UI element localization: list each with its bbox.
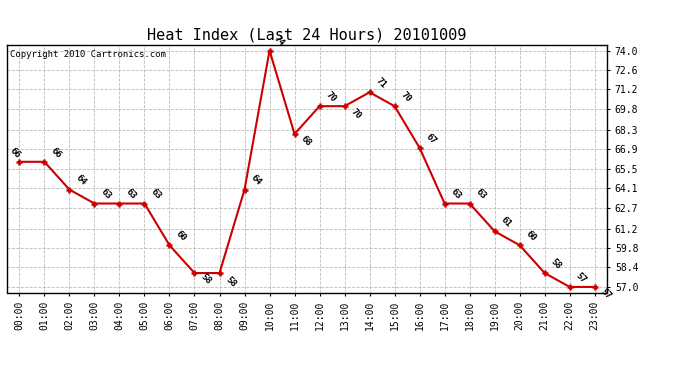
Text: 70: 70 xyxy=(348,107,363,121)
Text: 66: 66 xyxy=(48,146,63,160)
Text: 58: 58 xyxy=(549,257,563,271)
Text: 57: 57 xyxy=(599,288,613,302)
Text: 63: 63 xyxy=(124,188,137,201)
Text: 58: 58 xyxy=(224,275,237,289)
Text: 70: 70 xyxy=(399,90,413,104)
Text: 63: 63 xyxy=(148,188,163,201)
Text: 61: 61 xyxy=(499,215,513,229)
Text: 68: 68 xyxy=(299,135,313,148)
Text: 58: 58 xyxy=(199,272,213,286)
Text: 63: 63 xyxy=(448,188,463,201)
Text: 66: 66 xyxy=(8,146,22,160)
Text: 63: 63 xyxy=(474,188,488,201)
Text: 60: 60 xyxy=(174,229,188,243)
Text: 64: 64 xyxy=(248,174,263,188)
Text: 71: 71 xyxy=(374,76,388,90)
Text: 60: 60 xyxy=(524,229,538,243)
Text: 70: 70 xyxy=(324,90,337,104)
Text: 64: 64 xyxy=(74,174,88,188)
Text: Copyright 2010 Cartronics.com: Copyright 2010 Cartronics.com xyxy=(10,50,166,59)
Title: Heat Index (Last 24 Hours) 20101009: Heat Index (Last 24 Hours) 20101009 xyxy=(148,27,466,42)
Text: 57: 57 xyxy=(574,271,588,285)
Text: 63: 63 xyxy=(99,188,112,201)
Text: 67: 67 xyxy=(424,132,437,146)
Text: 74: 74 xyxy=(273,34,286,48)
